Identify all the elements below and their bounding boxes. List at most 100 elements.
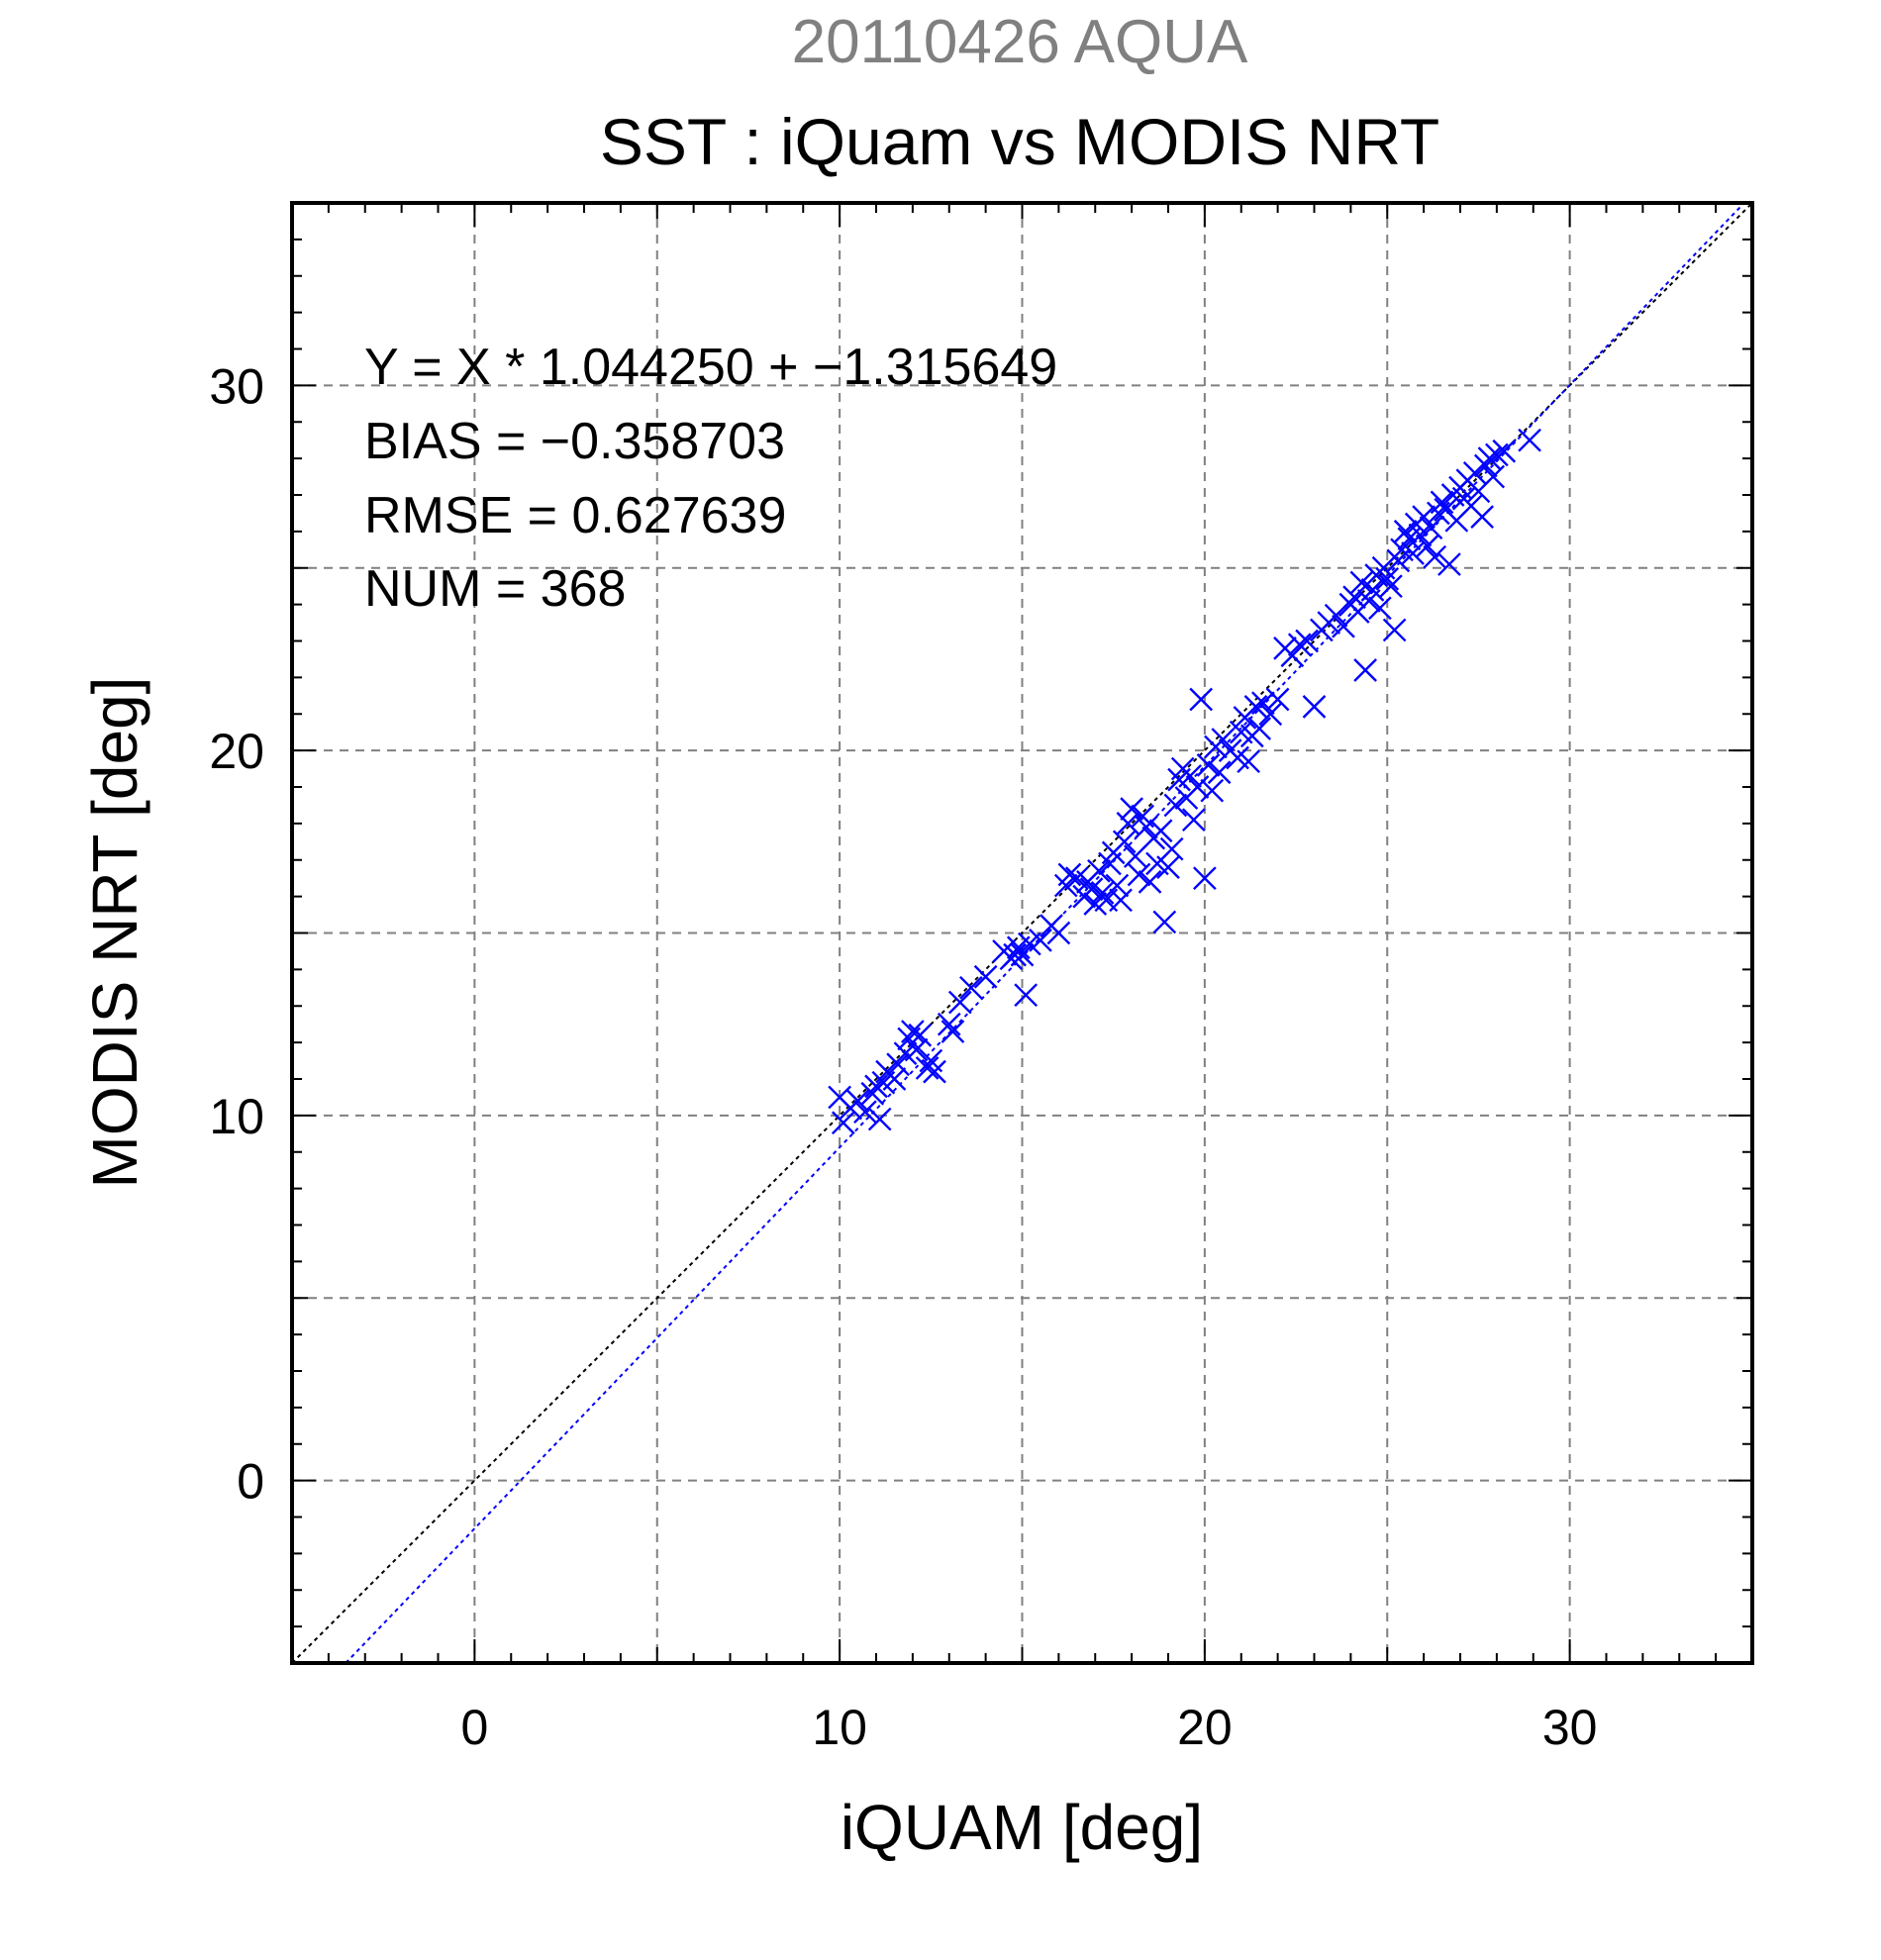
data-point bbox=[1393, 520, 1418, 543]
data-point bbox=[1353, 658, 1377, 682]
data-point bbox=[853, 1100, 877, 1125]
data-point bbox=[1138, 870, 1162, 894]
data-point bbox=[1109, 888, 1133, 913]
data-point bbox=[947, 990, 972, 1015]
data-point bbox=[1287, 633, 1312, 657]
data-point bbox=[1014, 983, 1039, 1008]
data-point bbox=[1368, 596, 1392, 621]
data-point bbox=[1247, 717, 1272, 740]
data-point bbox=[1116, 812, 1140, 835]
data-point bbox=[1401, 541, 1425, 565]
data-point bbox=[1046, 921, 1071, 945]
data-point bbox=[1430, 490, 1454, 515]
data-point bbox=[1196, 753, 1221, 777]
data-point bbox=[908, 1023, 933, 1047]
data-point bbox=[923, 1059, 946, 1084]
x-tick-label: 0 bbox=[460, 1700, 488, 1755]
data-point bbox=[1408, 523, 1433, 547]
num-stat: NUM = 368 bbox=[364, 560, 626, 618]
data-point bbox=[1237, 749, 1260, 774]
y-axis-label: MODIS NRT [deg] bbox=[79, 677, 150, 1189]
data-point bbox=[1492, 439, 1517, 463]
data-point bbox=[1057, 862, 1082, 887]
data-point bbox=[1112, 830, 1137, 854]
data-point bbox=[1415, 534, 1439, 558]
data-point bbox=[1189, 687, 1214, 712]
data-point bbox=[1087, 858, 1111, 883]
data-point bbox=[940, 1020, 965, 1043]
data-point bbox=[1159, 836, 1184, 861]
data-point bbox=[1148, 819, 1173, 843]
data-point bbox=[1302, 695, 1327, 719]
data-point bbox=[904, 1037, 929, 1062]
x-axis-label: iQUAM [deg] bbox=[841, 1792, 1203, 1863]
data-point bbox=[1379, 574, 1403, 599]
data-point bbox=[1375, 566, 1400, 591]
data-point bbox=[1010, 942, 1035, 967]
data-point bbox=[1105, 873, 1130, 898]
data-point bbox=[1163, 793, 1188, 818]
chart-title: SST : iQuam vs MODIS NRT bbox=[600, 105, 1439, 178]
data-point bbox=[1518, 428, 1541, 452]
data-point bbox=[959, 975, 983, 1000]
data-point bbox=[882, 1067, 907, 1091]
y-tick-label: 0 bbox=[237, 1454, 264, 1510]
data-point bbox=[1477, 446, 1502, 470]
y-tick-label: 20 bbox=[209, 724, 264, 779]
data-point bbox=[1265, 687, 1290, 712]
data-point bbox=[886, 1052, 910, 1077]
x-tick-label: 10 bbox=[812, 1700, 867, 1755]
y-tick-label: 30 bbox=[209, 358, 264, 414]
data-point bbox=[1029, 929, 1052, 952]
data-points bbox=[828, 428, 1541, 1135]
data-point bbox=[831, 1111, 855, 1135]
data-point bbox=[1178, 764, 1202, 788]
bias-stat: BIAS = −0.358703 bbox=[364, 413, 785, 470]
data-point bbox=[1481, 464, 1506, 489]
x-tick-labels: 0 10 20 30 bbox=[460, 1700, 1597, 1755]
data-point bbox=[1419, 516, 1443, 540]
data-point bbox=[1382, 618, 1407, 642]
data-point bbox=[864, 1074, 888, 1099]
y-tick-labels: 0 10 20 30 bbox=[209, 358, 264, 1509]
data-point bbox=[901, 1020, 925, 1043]
chart-suptitle: 20110426 AQUA bbox=[792, 8, 1248, 76]
y-tick-label: 10 bbox=[209, 1089, 264, 1144]
data-point bbox=[1360, 578, 1385, 602]
data-point bbox=[1211, 728, 1236, 751]
data-point bbox=[1349, 570, 1374, 595]
regression-equation: Y = X * 1.044250 + −1.315649 bbox=[364, 339, 1057, 396]
data-point bbox=[1120, 797, 1143, 821]
data-point bbox=[1342, 585, 1366, 610]
data-point bbox=[1181, 808, 1206, 833]
data-point bbox=[1243, 695, 1268, 719]
data-point bbox=[1123, 844, 1147, 868]
data-point bbox=[1003, 942, 1027, 967]
data-point bbox=[1485, 442, 1509, 467]
data-point bbox=[1258, 702, 1283, 727]
data-point bbox=[1200, 778, 1225, 803]
data-point bbox=[915, 1056, 940, 1080]
data-point bbox=[1127, 862, 1151, 887]
data-point bbox=[973, 964, 998, 989]
data-point bbox=[1470, 505, 1494, 529]
data-point bbox=[1423, 544, 1447, 569]
data-point bbox=[1207, 760, 1232, 785]
data-point bbox=[1412, 505, 1436, 529]
data-point bbox=[1156, 855, 1180, 879]
data-point bbox=[1090, 881, 1115, 905]
x-tick-label: 30 bbox=[1542, 1700, 1598, 1755]
data-point bbox=[1295, 629, 1319, 653]
rmse-stat: RMSE = 0.627639 bbox=[364, 487, 786, 544]
data-point bbox=[845, 1089, 870, 1113]
data-point bbox=[937, 1012, 961, 1036]
data-point bbox=[867, 1107, 892, 1131]
x-tick-label: 20 bbox=[1177, 1700, 1233, 1755]
data-point bbox=[1251, 691, 1275, 716]
data-point bbox=[1152, 910, 1177, 934]
data-point bbox=[1135, 815, 1158, 839]
data-point bbox=[1324, 603, 1348, 628]
data-point bbox=[1437, 552, 1461, 576]
data-point bbox=[1185, 775, 1210, 799]
